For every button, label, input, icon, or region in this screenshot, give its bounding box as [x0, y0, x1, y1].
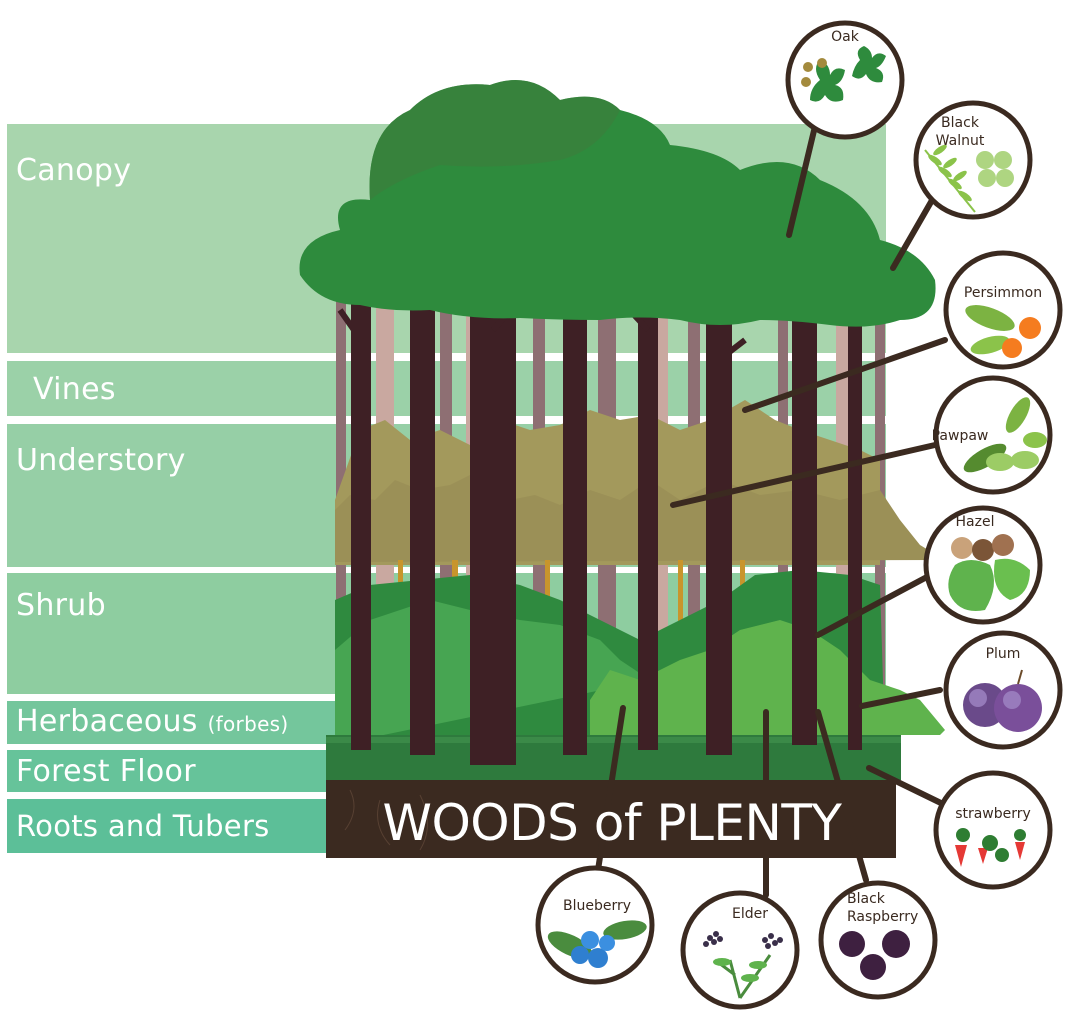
elder-icon [703, 931, 783, 999]
persimmon-icon [965, 305, 1041, 358]
plant-label-hazel: Hazel [955, 514, 995, 530]
layer-label-canopy: Canopy [16, 153, 132, 188]
plant-label-persimmon: Persimmon [963, 285, 1043, 301]
band-forest-floor [7, 750, 357, 792]
bubble-elder [680, 890, 800, 1010]
bubble-strawberry [933, 770, 1053, 890]
oak-leaf-icon [801, 46, 886, 102]
bubble-black-walnut [913, 100, 1033, 220]
canopy-foliage-top [369, 80, 620, 200]
walnut-icon [924, 144, 1014, 213]
raspberry-icon [839, 930, 910, 980]
plum-icon [963, 669, 1042, 732]
blueberry-icon [547, 920, 647, 968]
band-roots [7, 799, 357, 853]
layer-label-forest-floor: Forest Floor [16, 754, 196, 789]
bubble-black-raspberry [818, 880, 938, 1000]
plant-label-pawpaw: Pawpaw [931, 428, 989, 444]
front-trunks [351, 290, 862, 765]
diagram-title: WOODS of PLENTY [382, 794, 842, 852]
forest-floor-line [326, 737, 901, 743]
pawpaw-icon [963, 397, 1047, 473]
layer-label-herbaceous: Herbaceous (forbes) [16, 704, 289, 739]
layer-label-shrub: Shrub [16, 588, 106, 623]
plant-label-strawberry: strawberry [955, 806, 1031, 822]
hazel-icon [948, 534, 1030, 611]
layer-label-roots: Roots and Tubers [16, 809, 270, 843]
band-herbaceous [7, 701, 357, 744]
plant-label-blueberry: Blueberry [562, 898, 632, 914]
bubble-oak [785, 20, 905, 140]
plant-label-black-walnut: Black Walnut [935, 115, 985, 149]
plant-label-plum: Plum [985, 646, 1021, 662]
callout-lines [595, 115, 948, 898]
layer-label-understory: Understory [16, 443, 186, 478]
layer-label-vines: Vines [33, 372, 116, 407]
plant-label-black-raspberry: Black Raspberry [847, 891, 919, 925]
herbaceous-suffix: (forbes) [207, 712, 289, 736]
strawberry-icon [955, 828, 1026, 867]
root-lines [344, 789, 428, 851]
plant-label-oak: Oak [831, 29, 859, 45]
plant-label-elder: Elder [732, 906, 768, 922]
